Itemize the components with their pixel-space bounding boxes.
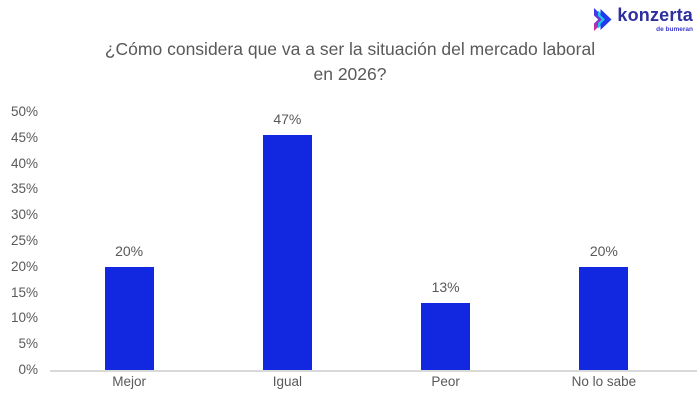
y-axis-tick-label: 50%: [10, 104, 38, 119]
y-axis-tick-label: 40%: [10, 155, 38, 171]
y-axis-tick-label: 5%: [18, 336, 38, 352]
plot-area: 0% 5% 10% 15% 20% 25% 30% 35% 40% 45% 50% 20% 47% 13…: [0, 105, 697, 377]
x-axis-category-label: Mejor: [112, 374, 146, 389]
bar-group-no-lo-sabe: 20%: [525, 112, 683, 370]
logo-text: konzerta de bumeran: [617, 5, 693, 34]
logo-subtext: de bumeran: [656, 26, 693, 33]
bar-group-igual: 47%: [208, 112, 366, 370]
konzerta-chevron-icon: [594, 8, 612, 31]
konzerta-logo: konzerta de bumeran: [592, 5, 693, 34]
y-axis-tick-label: 45%: [10, 129, 38, 145]
y-axis-tick-label: 10%: [10, 310, 38, 326]
y-axis-tick-label: 30%: [10, 207, 38, 223]
bar-group-mejor: 20%: [50, 112, 208, 370]
bar: [104, 266, 154, 370]
bar-value-label: 47%: [273, 111, 302, 127]
x-axis-labels: Mejor Igual Peor No lo sabe: [50, 374, 683, 390]
x-axis-category-label: No lo sabe: [571, 374, 637, 389]
logo-brand-text: konzerta: [617, 5, 693, 25]
y-axis-tick-label: 20%: [10, 258, 38, 274]
x-axis-line: [50, 370, 697, 372]
bar-value-label: 13%: [431, 278, 460, 295]
bar: [421, 302, 471, 370]
y-axis-tick-label: 15%: [10, 284, 38, 300]
y-axis-tick-label: 35%: [10, 181, 38, 197]
y-axis-tick-label: 0%: [18, 362, 38, 377]
chart-title: ¿Cómo considera que va a ser la situació…: [104, 39, 596, 84]
bar: [579, 266, 629, 370]
bar-value-label: 20%: [115, 242, 144, 259]
x-axis-category-label: Peor: [431, 374, 460, 389]
bar-series: 20% 47% 13% 20%: [50, 112, 683, 370]
bar-group-peor: 13%: [367, 112, 525, 370]
y-axis-tick-label: 25%: [10, 233, 38, 248]
x-axis-category-label: Igual: [272, 374, 303, 389]
bar: [262, 135, 312, 370]
bar-value-label: 20%: [589, 242, 618, 259]
